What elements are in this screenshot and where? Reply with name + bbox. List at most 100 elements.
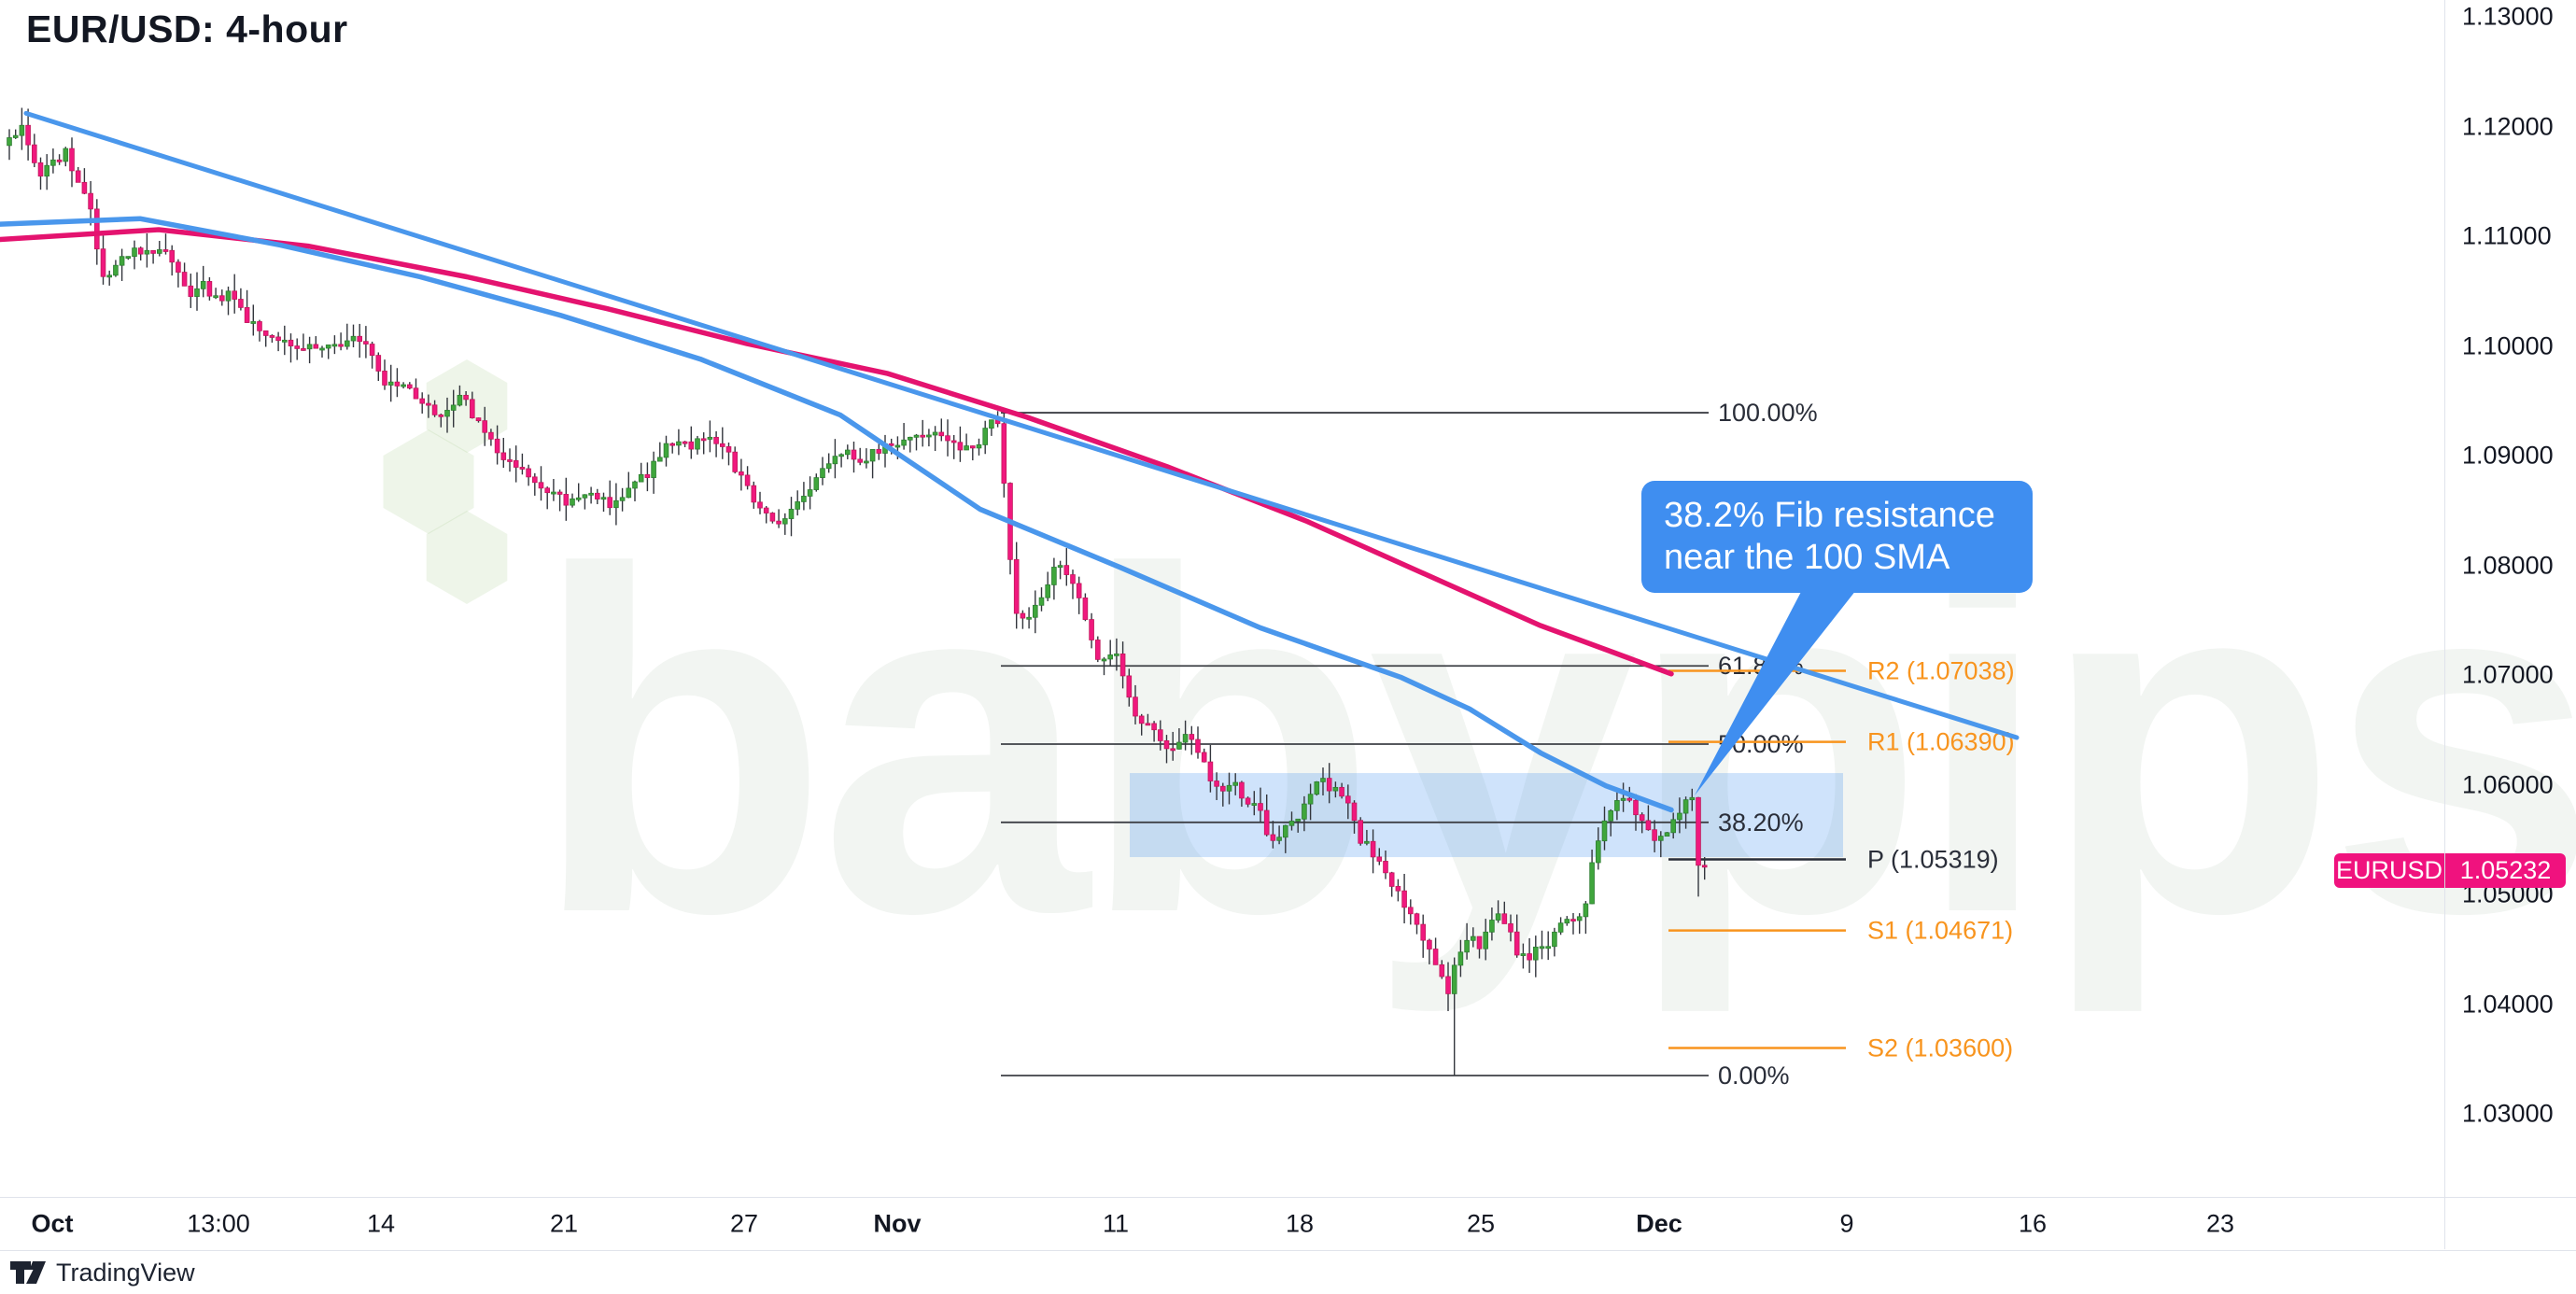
- candle-body: [88, 192, 93, 210]
- candle-body: [1201, 752, 1207, 763]
- candle-body: [375, 355, 382, 372]
- candle-body: [851, 449, 857, 460]
- candle-body: [1364, 840, 1370, 844]
- candle-body: [1513, 931, 1520, 956]
- candle-body: [331, 344, 338, 347]
- candle-body: [588, 492, 594, 496]
- candle-body: [1026, 616, 1032, 620]
- candle-body: [1288, 821, 1295, 826]
- watermark-hexagon-icon: [383, 429, 474, 534]
- candle-body: [1070, 574, 1076, 584]
- sma-200-line[interactable]: [0, 227, 1674, 677]
- candle-body: [600, 497, 607, 500]
- candle-body: [1107, 654, 1114, 660]
- candle-body: [1138, 715, 1145, 724]
- candle-body: [1427, 939, 1432, 949]
- candle-body: [1408, 907, 1414, 915]
- candle-body: [1533, 946, 1539, 961]
- annotation-callout[interactable]: 38.2% Fib resistance near the 100 SMA: [1641, 481, 2033, 593]
- candle-body: [757, 501, 763, 509]
- descending-trendline[interactable]: [23, 110, 2020, 740]
- candle-body: [532, 476, 538, 484]
- candle-body: [213, 295, 218, 299]
- candle-body: [1176, 741, 1182, 750]
- fib-zone-highlight[interactable]: [1130, 773, 1843, 858]
- candle-body: [613, 499, 619, 509]
- candle-body: [563, 494, 570, 506]
- candle-body: [888, 443, 894, 446]
- candle-body: [1596, 840, 1601, 864]
- sma-100-line[interactable]: [0, 216, 1674, 813]
- fib-level-label: 0.00%: [1718, 1062, 1790, 1090]
- candle-body: [419, 398, 425, 404]
- tradingview-attribution[interactable]: TradingView: [9, 1259, 195, 1287]
- candle-body: [1082, 598, 1089, 620]
- candle-body: [1658, 836, 1664, 841]
- candle-body: [1639, 814, 1645, 822]
- candle-body: [313, 344, 319, 349]
- candle-body: [1520, 953, 1527, 956]
- candle-body: [1295, 818, 1302, 822]
- price-axis-label: 1.11000: [2462, 221, 2552, 250]
- pivot-points[interactable]: R2 (1.07038) R1 (1.06390) P (1.05319) S1 (1…: [1668, 657, 2015, 1062]
- candlestick-series[interactable]: [7, 107, 1708, 1076]
- price-axis[interactable]: 1.13000 1.12000 1.11000 1.10000 1.09000 1.080…: [2444, 0, 2576, 1249]
- candle-body: [1351, 802, 1358, 822]
- candle-body: [325, 345, 331, 349]
- candle-body: [257, 321, 262, 331]
- candle-body: [544, 487, 550, 494]
- moving-averages[interactable]: [0, 216, 1674, 813]
- candle-body: [106, 274, 113, 278]
- candle-body: [1420, 923, 1427, 941]
- candle-body: [1682, 799, 1689, 814]
- candle-body: [1508, 923, 1513, 933]
- candle-body: [657, 457, 663, 462]
- candle-body: [832, 456, 838, 465]
- candle-body: [970, 445, 976, 449]
- watermark-hexagon-icon: [426, 511, 508, 604]
- trendline-layer[interactable]: [23, 110, 2020, 740]
- candle-body: [526, 468, 531, 478]
- candle-body: [338, 344, 344, 347]
- annotation-text-line1: 38.2% Fib resistance: [1664, 496, 1995, 535]
- candle-body: [575, 497, 582, 500]
- page-title: EUR/USD: 4-hour: [26, 7, 348, 50]
- candle-body: [769, 513, 776, 522]
- candle-body: [713, 436, 719, 444]
- candle-body: [519, 467, 526, 470]
- candle-body: [75, 170, 81, 183]
- candle-body: [119, 256, 125, 266]
- candle-body: [244, 306, 250, 323]
- fibonacci-retracement[interactable]: 100.00%61.80%50.00%38.20%0.00%: [1001, 399, 1818, 1090]
- tradingview-logo-icon: [10, 1260, 46, 1284]
- candle-body: [1589, 862, 1595, 905]
- candle-body: [1576, 916, 1583, 921]
- candle-body: [739, 471, 744, 476]
- candle-body: [1045, 584, 1051, 598]
- candle-body: [1552, 931, 1557, 948]
- candle-body: [1089, 619, 1094, 640]
- candle-body: [206, 281, 213, 297]
- candle-body: [1001, 423, 1007, 484]
- time-axis[interactable]: Oct 13:00 14 21 27 Nov 11 18 25 Dec 9 16 23: [0, 1197, 2576, 1251]
- candle-body: [1451, 964, 1457, 994]
- candle-body: [275, 336, 281, 342]
- candle-body: [1195, 738, 1201, 753]
- pivot-level-label: R2 (1.07038): [1867, 657, 2015, 685]
- candle-body: [494, 438, 500, 454]
- candle-body: [1276, 837, 1282, 841]
- candle-body: [450, 404, 457, 411]
- time-axis-label: 13:00: [187, 1209, 250, 1238]
- candle-body: [1101, 658, 1107, 662]
- candle-body: [1345, 795, 1351, 804]
- candle-body: [1414, 913, 1420, 925]
- watermark: babypips: [383, 359, 2576, 1017]
- candle-body: [50, 159, 56, 166]
- candle-body: [776, 520, 781, 525]
- candle-body: [132, 247, 137, 258]
- candle-body: [1038, 597, 1045, 606]
- candle-body: [1645, 820, 1652, 831]
- candle-body: [1258, 803, 1263, 811]
- candle-body: [820, 468, 825, 478]
